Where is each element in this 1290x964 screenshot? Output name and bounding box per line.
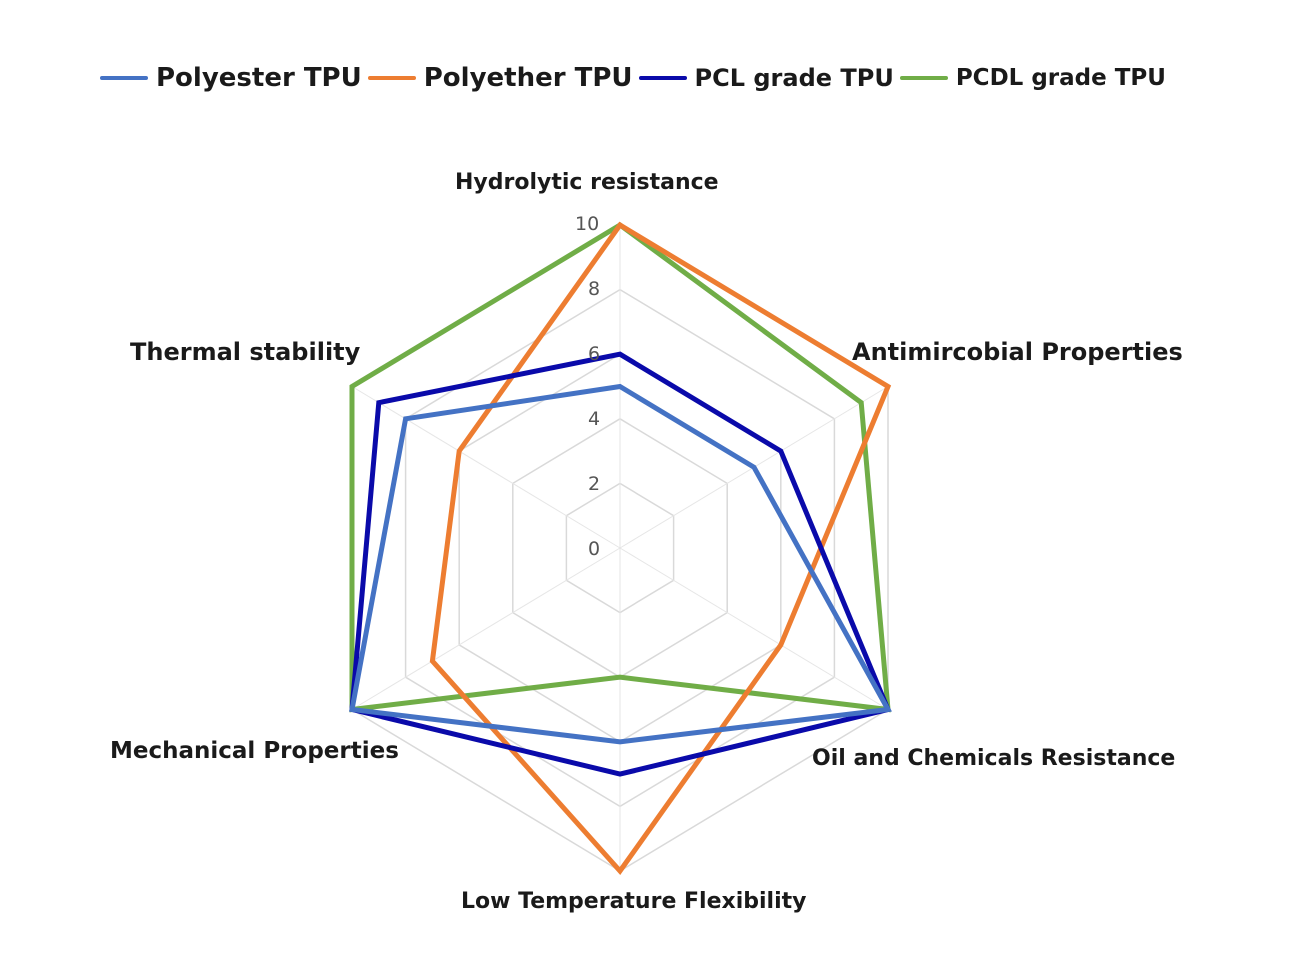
axis-label-hydrolytic: Hydrolytic resistance	[455, 170, 719, 195]
axis-label-antimicrobial: Antimircobial Properties	[852, 338, 1183, 366]
axis-label-oil: Oil and Chemicals Resistance	[812, 746, 1176, 771]
tick-label: 4	[588, 408, 601, 430]
legend-line-icon	[100, 76, 148, 80]
tick-label: 2	[588, 473, 601, 495]
tick-label: 10	[575, 213, 600, 235]
axis-label-lowtemp: Low Temperature Flexibility	[461, 889, 807, 914]
tick-label: 8	[588, 278, 601, 300]
legend-label: Polyether TPU	[423, 63, 633, 93]
legend-item-polyester: Polyester TPU	[100, 63, 362, 93]
tick-label: 6	[588, 343, 601, 365]
axis-label-thermal: Thermal stability	[130, 338, 361, 366]
legend-line-icon	[899, 76, 948, 80]
axis-label-mechanical: Mechanical Properties	[110, 738, 399, 764]
legend: Polyester TPU Polyether TPU PCL grade TP…	[100, 58, 1172, 98]
radar-series	[349, 221, 892, 876]
legend-item-polyether: Polyether TPU	[367, 63, 633, 93]
legend-line-icon	[638, 76, 687, 80]
legend-item-pcdl: PCDL grade TPU	[899, 65, 1166, 91]
legend-label: PCDL grade TPU	[955, 65, 1166, 91]
series-line-pcl-grade-tpu	[349, 351, 892, 777]
legend-label: PCL grade TPU	[694, 64, 894, 92]
legend-line-icon	[367, 76, 416, 80]
series-line-polyether-tpu	[429, 221, 892, 876]
legend-item-pcl: PCL grade TPU	[638, 64, 894, 92]
tick-label: 0	[588, 538, 601, 560]
series-line-polyester-tpu	[349, 383, 892, 745]
legend-label: Polyester TPU	[156, 63, 362, 93]
series-line-pcdl-grade-tpu	[349, 221, 891, 713]
